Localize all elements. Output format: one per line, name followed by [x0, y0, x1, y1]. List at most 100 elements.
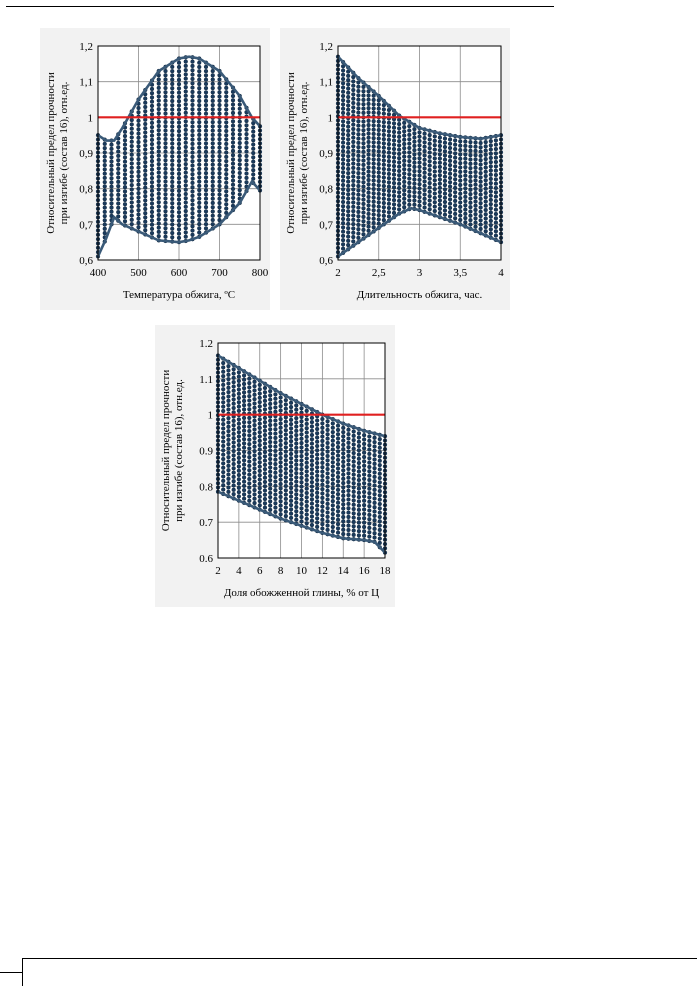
data-point — [377, 536, 382, 541]
data-point — [346, 234, 351, 239]
data-point — [458, 204, 463, 209]
data-point — [203, 111, 209, 116]
data-point — [371, 140, 376, 145]
data-point — [309, 480, 315, 485]
data-point — [183, 89, 188, 94]
data-point — [299, 406, 304, 411]
data-point — [458, 165, 463, 170]
data-point — [351, 463, 356, 469]
data-point — [224, 137, 229, 142]
data-point — [340, 127, 346, 132]
data-point — [351, 532, 356, 537]
data-point — [257, 382, 262, 388]
data-point — [346, 154, 351, 159]
data-point — [488, 181, 493, 186]
data-point — [217, 217, 222, 223]
data-point — [351, 204, 356, 209]
data-point — [366, 216, 371, 221]
data-point — [262, 445, 268, 450]
data-point — [176, 86, 182, 91]
data-point — [427, 150, 432, 155]
data-point — [226, 481, 231, 486]
data-point — [252, 474, 257, 480]
data-point — [422, 175, 427, 180]
data-point — [294, 454, 299, 459]
data-point — [483, 156, 488, 162]
data-point — [356, 231, 361, 236]
data-point — [427, 137, 432, 142]
data-point — [304, 452, 309, 457]
data-point — [377, 437, 382, 442]
data-point — [210, 179, 215, 184]
data-point — [278, 460, 283, 465]
data-point — [236, 430, 241, 435]
data-point — [217, 98, 222, 103]
data-point — [190, 215, 195, 220]
data-point — [190, 120, 195, 125]
data-point — [230, 110, 236, 116]
data-point — [356, 443, 362, 449]
data-point — [463, 190, 468, 195]
data-point — [346, 519, 351, 524]
data-point — [283, 445, 288, 450]
data-point — [493, 168, 499, 173]
data-point — [346, 204, 351, 210]
data-point — [367, 504, 372, 509]
data-point — [362, 454, 367, 460]
data-point — [381, 132, 386, 138]
data-point — [304, 490, 309, 496]
data-point — [210, 107, 215, 112]
data-point — [231, 466, 236, 471]
data-point — [221, 470, 226, 475]
data-point — [251, 168, 256, 173]
data-point — [143, 181, 148, 186]
data-point — [412, 185, 417, 191]
data-point — [463, 207, 468, 212]
data-point — [278, 455, 283, 461]
data-point — [376, 204, 381, 209]
data-point — [341, 514, 346, 520]
data-point — [143, 130, 148, 135]
data-point — [244, 131, 249, 137]
data-point — [386, 146, 392, 151]
data-point — [447, 192, 453, 198]
data-point — [226, 377, 231, 382]
data-point — [247, 385, 252, 390]
data-point — [136, 105, 141, 111]
y-tick-label: 0.9 — [199, 446, 213, 458]
data-point — [366, 122, 371, 128]
data-point — [288, 456, 294, 461]
data-point — [447, 154, 453, 159]
data-point — [283, 398, 288, 403]
data-point — [183, 110, 188, 115]
data-point — [366, 148, 371, 153]
data-point — [361, 154, 366, 159]
data-point — [244, 162, 249, 167]
data-point — [463, 148, 468, 153]
data-point — [237, 183, 242, 188]
data-point — [129, 196, 134, 201]
data-point — [176, 210, 182, 215]
data-point — [351, 234, 356, 240]
data-point — [483, 161, 488, 166]
data-point — [294, 424, 299, 429]
data-point — [278, 442, 283, 448]
data-point — [197, 77, 202, 82]
data-point — [299, 458, 304, 463]
data-point — [493, 224, 499, 230]
data-point — [304, 447, 309, 452]
data-point — [226, 385, 231, 390]
data-point — [203, 103, 209, 108]
data-point — [386, 154, 392, 159]
data-point — [330, 529, 335, 534]
data-point — [170, 98, 175, 104]
data-point — [231, 453, 236, 458]
data-point — [288, 417, 294, 422]
data-point — [346, 230, 351, 235]
data-point — [372, 448, 377, 453]
data-point — [391, 176, 397, 181]
data-point — [346, 436, 351, 441]
data-point — [102, 146, 107, 151]
data-point — [170, 184, 175, 189]
data-point — [136, 178, 141, 183]
